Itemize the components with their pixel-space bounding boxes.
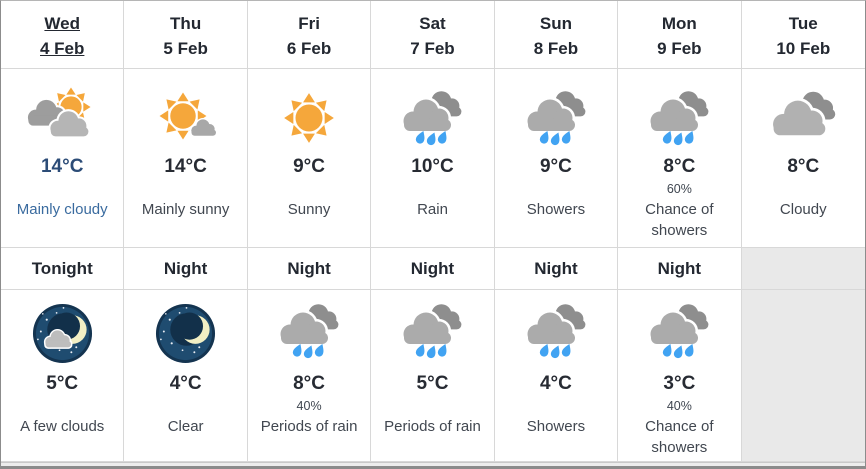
clouds-icon — [742, 69, 865, 153]
day-condition[interactable]: Mainly cloudy — [16, 201, 108, 218]
day-date: 4 Feb — [40, 39, 85, 58]
pop-percent — [495, 396, 617, 416]
rain-cloud-icon — [371, 290, 493, 370]
day-name: Wed — [44, 14, 80, 33]
pop-percent — [124, 179, 246, 199]
night-header-wed[interactable]: Tonight — [1, 248, 125, 290]
pop-percent — [1, 396, 123, 416]
night-forecast-thu: 4°C Clear — [124, 290, 248, 462]
day-date: 5 Feb — [163, 39, 208, 58]
day-condition: Chance of showers — [645, 201, 714, 239]
night-header-sun[interactable]: Night — [494, 248, 619, 290]
day-date: 7 Feb — [410, 39, 455, 58]
pop-percent — [124, 396, 246, 416]
night-temp: 4°C — [169, 373, 202, 394]
day-temp: 8°C — [787, 156, 820, 177]
day-forecast-sat: 10°C Rain — [371, 69, 495, 248]
day-header-thu[interactable]: Thu 5 Feb — [124, 1, 248, 69]
day-date: 9 Feb — [657, 39, 702, 58]
night-temp: 3°C — [663, 373, 696, 394]
rain-cloud-icon — [371, 69, 493, 153]
night-forecast-wed: 5°C A few clouds — [1, 290, 125, 462]
night-condition: Periods of rain — [260, 418, 358, 435]
day-header-sat[interactable]: Sat 7 Feb — [371, 1, 495, 69]
day-condition: Mainly sunny — [141, 201, 230, 218]
day-date: 10 Feb — [776, 39, 831, 58]
day-name: Sun — [539, 14, 572, 33]
day-name: Thu — [170, 14, 202, 33]
pop-percent — [371, 396, 493, 416]
pop-percent: 60% — [666, 182, 692, 196]
day-temp: 9°C — [293, 156, 325, 177]
day-header-tue[interactable]: Tue 10 Feb — [741, 1, 865, 69]
moon-stars-icon — [124, 290, 246, 370]
day-forecast-tue: 8°C Cloudy — [741, 69, 865, 248]
day-name: Fri — [298, 14, 320, 33]
night-forecast-sun: 4°C Showers — [494, 290, 619, 462]
empty-cell — [741, 248, 865, 290]
day-name: Tue — [788, 14, 818, 33]
day-forecast-fri: 9°C Sunny — [247, 69, 372, 248]
night-condition: Chance of showers — [645, 418, 714, 456]
day-header-fri[interactable]: Fri 6 Feb — [247, 1, 372, 69]
day-header-mon[interactable]: Mon 9 Feb — [618, 1, 742, 69]
day-temp: 9°C — [539, 156, 572, 177]
table-bottom-border — [1, 462, 865, 469]
day-condition: Sunny — [287, 201, 331, 218]
night-temp: 4°C — [539, 373, 572, 394]
pop-percent: 40% — [296, 399, 322, 413]
day-temp: 8°C — [663, 156, 696, 177]
day-temp[interactable]: 14°C — [40, 156, 84, 177]
empty-cell — [741, 290, 865, 462]
pop-percent — [1, 179, 123, 199]
night-forecast-sat: 5°C Periods of rain — [371, 290, 495, 462]
pop-percent — [371, 179, 493, 199]
sun-behind-two-clouds-icon — [1, 69, 123, 153]
rain-cloud-icon — [495, 290, 617, 370]
day-forecast-mon: 8°C 60% Chance of showers — [618, 69, 742, 248]
rain-cloud-icon — [248, 290, 370, 370]
day-header-sun[interactable]: Sun 8 Feb — [494, 1, 619, 69]
night-temp: 5°C — [46, 373, 79, 394]
night-header-thu[interactable]: Night — [124, 248, 248, 290]
night-condition: Periods of rain — [384, 418, 481, 435]
rain-cloud-icon — [618, 290, 740, 370]
moon-with-cloud-icon — [1, 290, 123, 370]
night-forecast-fri: 8°C 40% Periods of rain — [247, 290, 372, 462]
day-name: Mon — [661, 14, 697, 33]
day-date: 8 Feb — [533, 39, 579, 58]
rain-cloud-icon — [495, 69, 617, 153]
pop-percent — [248, 179, 370, 199]
day-header-wed[interactable]: Wed 4 Feb — [1, 1, 125, 69]
pop-percent — [742, 179, 865, 199]
night-header-fri[interactable]: Night — [247, 248, 372, 290]
night-condition: Showers — [526, 418, 586, 435]
sun-icon — [248, 69, 370, 153]
night-temp: 5°C — [416, 373, 449, 394]
day-forecast-wed: 14°C Mainly cloudy — [1, 69, 125, 248]
night-header-mon[interactable]: Night — [618, 248, 742, 290]
day-forecast-thu: 14°C Mainly sunny — [124, 69, 248, 248]
day-condition: Rain — [417, 201, 448, 218]
day-name: Sat — [419, 14, 446, 33]
night-forecast-mon: 3°C 40% Chance of showers — [618, 290, 742, 462]
sun-with-small-cloud-icon — [124, 69, 246, 153]
rain-cloud-icon — [618, 69, 740, 153]
day-condition: Cloudy — [779, 201, 827, 218]
day-temp: 14°C — [164, 156, 207, 177]
day-condition: Showers — [526, 201, 586, 218]
night-header-sat[interactable]: Night — [371, 248, 495, 290]
night-condition: A few clouds — [20, 418, 105, 435]
day-forecast-sun: 9°C Showers — [494, 69, 619, 248]
night-temp: 8°C — [293, 373, 325, 394]
night-condition: Clear — [167, 418, 204, 435]
pop-percent: 40% — [666, 399, 692, 413]
day-temp: 10°C — [411, 156, 454, 177]
pop-percent — [495, 179, 617, 199]
day-date: 6 Feb — [286, 39, 332, 58]
